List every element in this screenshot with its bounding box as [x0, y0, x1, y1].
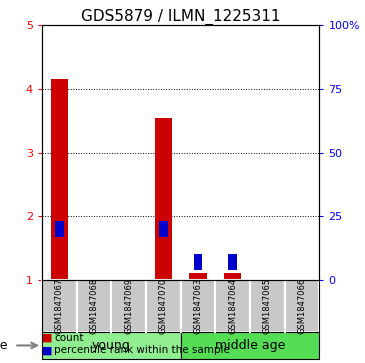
- Text: percentile rank within the sample: percentile rank within the sample: [54, 345, 230, 355]
- Bar: [155, 118, 172, 280]
- Bar: [215, 280, 250, 331]
- Text: ■: ■: [42, 345, 53, 355]
- Bar: [42, 280, 77, 331]
- Text: GSM1847068: GSM1847068: [89, 278, 99, 334]
- Bar: [285, 280, 319, 331]
- Bar: [228, 254, 237, 270]
- Text: age: age: [0, 339, 7, 352]
- Text: GSM1847067: GSM1847067: [55, 278, 64, 334]
- Text: GSM1847066: GSM1847066: [297, 278, 307, 334]
- Bar: [42, 331, 181, 359]
- Text: young: young: [92, 339, 131, 352]
- Text: ■: ■: [42, 333, 53, 343]
- Text: GSM1847065: GSM1847065: [263, 278, 272, 334]
- Text: middle age: middle age: [215, 339, 285, 352]
- Bar: [250, 280, 285, 331]
- Text: GSM1847064: GSM1847064: [228, 278, 237, 334]
- Bar: [224, 273, 241, 280]
- Bar: [42, 280, 319, 331]
- Text: GSM1847063: GSM1847063: [193, 278, 203, 334]
- Bar: [146, 280, 181, 331]
- Bar: [111, 280, 146, 331]
- Bar: [51, 79, 68, 280]
- Bar: [189, 273, 207, 280]
- Bar: [77, 280, 111, 331]
- Bar: [181, 280, 215, 331]
- Title: GDS5879 / ILMN_1225311: GDS5879 / ILMN_1225311: [81, 9, 280, 25]
- Text: GSM1847069: GSM1847069: [124, 278, 133, 334]
- Text: count: count: [54, 333, 84, 343]
- Text: GSM1847070: GSM1847070: [159, 278, 168, 334]
- Bar: [194, 254, 202, 270]
- Bar: [55, 221, 64, 237]
- Bar: [159, 221, 168, 237]
- Bar: [181, 331, 319, 359]
